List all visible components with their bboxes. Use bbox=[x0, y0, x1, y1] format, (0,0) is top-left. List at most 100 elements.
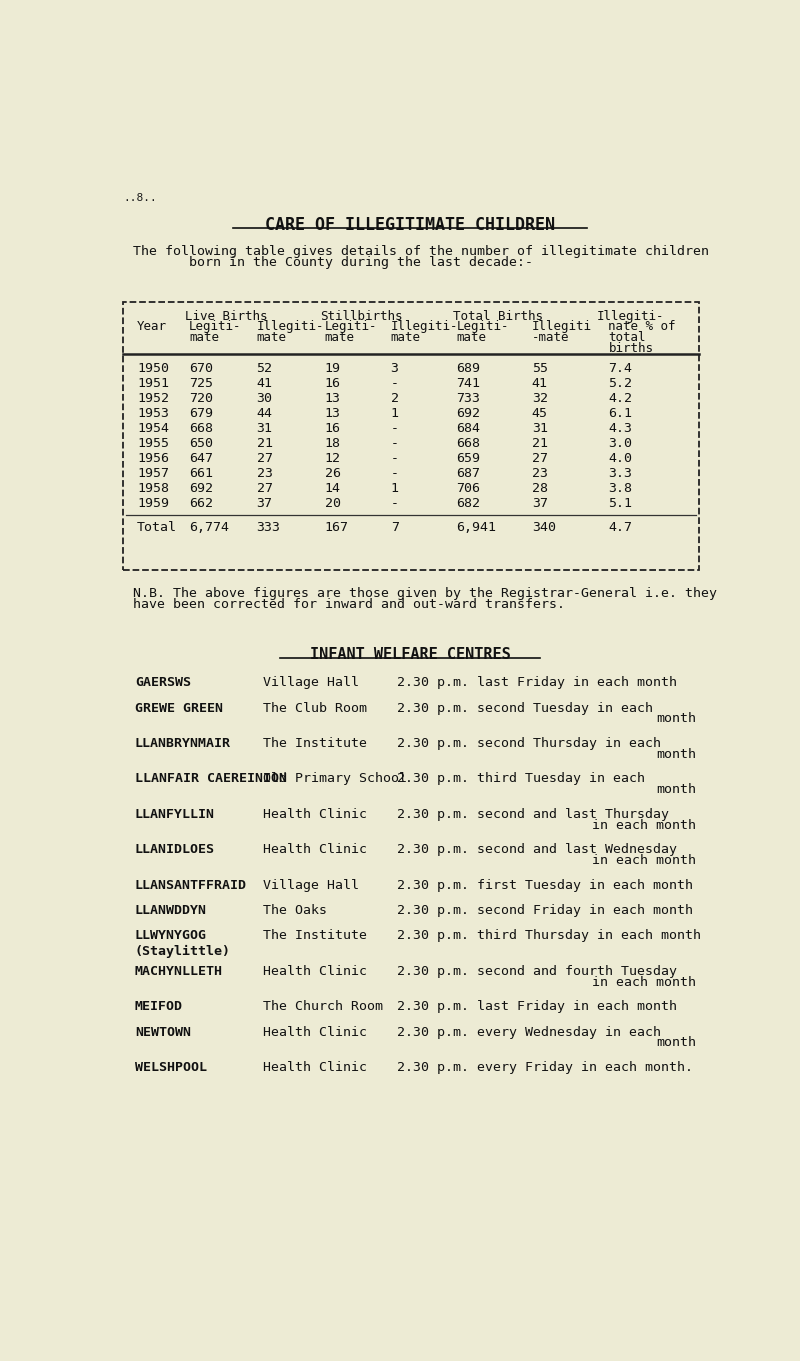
Text: 689: 689 bbox=[457, 362, 481, 376]
Text: The Institute: The Institute bbox=[262, 930, 366, 942]
Text: 1959: 1959 bbox=[138, 497, 170, 510]
Text: 1954: 1954 bbox=[138, 422, 170, 436]
Text: 733: 733 bbox=[457, 392, 481, 406]
Text: 3.0: 3.0 bbox=[609, 437, 633, 450]
Text: mate: mate bbox=[390, 331, 421, 344]
Text: Health Clinic: Health Clinic bbox=[262, 1062, 366, 1074]
Text: 37: 37 bbox=[257, 497, 273, 510]
Text: 692: 692 bbox=[189, 482, 213, 495]
Text: LLANIDLOES: LLANIDLOES bbox=[135, 844, 215, 856]
Text: 706: 706 bbox=[457, 482, 481, 495]
Text: 1958: 1958 bbox=[138, 482, 170, 495]
Text: The Church Room: The Church Room bbox=[262, 1000, 382, 1014]
Text: 32: 32 bbox=[532, 392, 548, 406]
Text: 647: 647 bbox=[189, 452, 213, 465]
Text: 16: 16 bbox=[325, 377, 341, 391]
Text: 55: 55 bbox=[532, 362, 548, 376]
Text: 1952: 1952 bbox=[138, 392, 170, 406]
Text: 2.30 p.m. second and last Wednesday: 2.30 p.m. second and last Wednesday bbox=[397, 844, 677, 856]
Text: 18: 18 bbox=[325, 437, 341, 450]
Text: 741: 741 bbox=[457, 377, 481, 391]
Text: Village Hall: Village Hall bbox=[262, 676, 358, 689]
Text: Village Hall: Village Hall bbox=[262, 879, 358, 891]
Text: 340: 340 bbox=[532, 521, 556, 535]
Text: LLANBRYNMAIR: LLANBRYNMAIR bbox=[135, 736, 231, 750]
Text: 687: 687 bbox=[457, 467, 481, 480]
Text: 2.30 p.m. last Friday in each month: 2.30 p.m. last Friday in each month bbox=[397, 1000, 677, 1014]
Text: 2.30 p.m. second Tuesday in each: 2.30 p.m. second Tuesday in each bbox=[397, 701, 653, 715]
Text: 45: 45 bbox=[532, 407, 548, 421]
Text: 41: 41 bbox=[257, 377, 273, 391]
Text: 28: 28 bbox=[532, 482, 548, 495]
Text: Stillbirths: Stillbirths bbox=[320, 309, 403, 323]
Text: Health Clinic: Health Clinic bbox=[262, 808, 366, 821]
Text: 1: 1 bbox=[390, 407, 398, 421]
Text: born in the County during the last decade:-: born in the County during the last decad… bbox=[133, 256, 533, 269]
Text: GAERSWS: GAERSWS bbox=[135, 676, 191, 689]
Text: 650: 650 bbox=[189, 437, 213, 450]
Text: nate % of: nate % of bbox=[609, 320, 676, 333]
Text: 6,941: 6,941 bbox=[457, 521, 497, 535]
Text: LLANWDDYN: LLANWDDYN bbox=[135, 904, 207, 917]
Text: LLANFAIR CAEREINION: LLANFAIR CAEREINION bbox=[135, 773, 287, 785]
Text: 41: 41 bbox=[532, 377, 548, 391]
Text: Illegiti-: Illegiti- bbox=[257, 320, 324, 333]
Text: -: - bbox=[390, 422, 398, 436]
Text: 44: 44 bbox=[257, 407, 273, 421]
Text: in each month: in each month bbox=[592, 853, 696, 867]
Text: 668: 668 bbox=[457, 437, 481, 450]
Text: 2.30 p.m. last Friday in each month: 2.30 p.m. last Friday in each month bbox=[397, 676, 677, 689]
Text: 3: 3 bbox=[390, 362, 398, 376]
Text: 679: 679 bbox=[189, 407, 213, 421]
Text: 26: 26 bbox=[325, 467, 341, 480]
Text: 661: 661 bbox=[189, 467, 213, 480]
Text: 16: 16 bbox=[325, 422, 341, 436]
Text: 13: 13 bbox=[325, 407, 341, 421]
Text: Old Primary School: Old Primary School bbox=[262, 773, 406, 785]
Text: 2.30 p.m. first Tuesday in each month: 2.30 p.m. first Tuesday in each month bbox=[397, 879, 693, 891]
Text: 7: 7 bbox=[390, 521, 398, 535]
Text: 19: 19 bbox=[325, 362, 341, 376]
Text: have been corrected for inward and out-ward transfers.: have been corrected for inward and out-w… bbox=[133, 599, 565, 611]
Text: Legiti-: Legiti- bbox=[457, 320, 509, 333]
Text: 52: 52 bbox=[257, 362, 273, 376]
Text: 333: 333 bbox=[257, 521, 281, 535]
Text: Health Clinic: Health Clinic bbox=[262, 844, 366, 856]
Text: 31: 31 bbox=[257, 422, 273, 436]
Text: 4.0: 4.0 bbox=[609, 452, 633, 465]
Text: 2.30 p.m. second and fourth Tuesday: 2.30 p.m. second and fourth Tuesday bbox=[397, 965, 677, 979]
Text: The Club Room: The Club Room bbox=[262, 701, 366, 715]
Text: LLWYNYGOG
(Staylittle): LLWYNYGOG (Staylittle) bbox=[135, 930, 231, 958]
Text: The following table gives details of the number of illegitimate children: The following table gives details of the… bbox=[133, 245, 709, 259]
Text: -: - bbox=[390, 452, 398, 465]
Text: 6.1: 6.1 bbox=[609, 407, 633, 421]
Text: Illegiti-: Illegiti- bbox=[390, 320, 458, 333]
Text: Total Births: Total Births bbox=[453, 309, 543, 323]
Text: 1953: 1953 bbox=[138, 407, 170, 421]
Text: 21: 21 bbox=[257, 437, 273, 450]
Text: mate: mate bbox=[257, 331, 286, 344]
Text: The Oaks: The Oaks bbox=[262, 904, 326, 917]
Text: 4.2: 4.2 bbox=[609, 392, 633, 406]
Text: CARE OF ILLEGITIMATE CHILDREN: CARE OF ILLEGITIMATE CHILDREN bbox=[265, 215, 555, 234]
Text: -mate: -mate bbox=[532, 331, 569, 344]
Text: 1: 1 bbox=[390, 482, 398, 495]
Text: 720: 720 bbox=[189, 392, 213, 406]
Text: INFANT WELFARE CENTRES: INFANT WELFARE CENTRES bbox=[310, 646, 510, 661]
Text: mate: mate bbox=[457, 331, 486, 344]
Text: -: - bbox=[390, 377, 398, 391]
Text: Health Clinic: Health Clinic bbox=[262, 1026, 366, 1038]
Text: 7.4: 7.4 bbox=[609, 362, 633, 376]
Text: 6,774: 6,774 bbox=[189, 521, 229, 535]
Text: N.B. The above figures are those given by the Registrar-General i.e. they: N.B. The above figures are those given b… bbox=[133, 587, 717, 600]
Text: ..8..: ..8.. bbox=[123, 192, 157, 203]
Text: 2.30 p.m. second Friday in each month: 2.30 p.m. second Friday in each month bbox=[397, 904, 693, 917]
Text: GREWE GREEN: GREWE GREEN bbox=[135, 701, 223, 715]
Text: Total: Total bbox=[138, 521, 178, 535]
Text: WELSHPOOL: WELSHPOOL bbox=[135, 1062, 207, 1074]
Text: The Institute: The Institute bbox=[262, 736, 366, 750]
Text: 27: 27 bbox=[257, 482, 273, 495]
Text: 725: 725 bbox=[189, 377, 213, 391]
Text: Illegiti-: Illegiti- bbox=[596, 309, 664, 323]
Text: 1955: 1955 bbox=[138, 437, 170, 450]
